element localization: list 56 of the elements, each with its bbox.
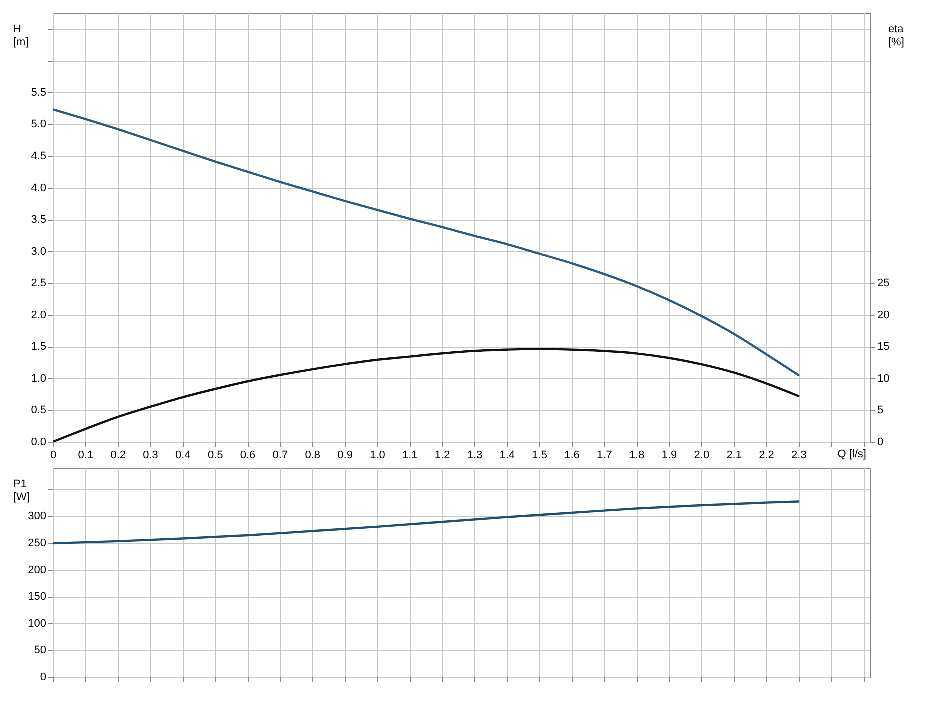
y-tick-label: 150 xyxy=(28,591,46,604)
x-tick-label: 1.0 xyxy=(370,450,386,462)
line-series xyxy=(53,348,800,442)
y-tick-label: 100 xyxy=(28,618,46,630)
x-tick-label: 1.7 xyxy=(597,450,612,462)
x-tick-label: 0.6 xyxy=(240,450,256,462)
y-tick-label: 2.5 xyxy=(31,278,46,290)
x-tick-label: 1.6 xyxy=(564,450,580,462)
y-tick-label: 50 xyxy=(34,644,46,657)
y-tick-label: 1.5 xyxy=(31,341,46,354)
x-tick-label: 2.3 xyxy=(792,450,807,462)
y2-axis-title: eta [%] xyxy=(888,24,905,48)
x-tick-label: 0 xyxy=(50,450,57,462)
x-tick-label: 1.5 xyxy=(532,450,548,462)
x-tick-label: 1.4 xyxy=(500,450,516,462)
y2-tick-label: 5 xyxy=(878,404,884,417)
y-tick-label: 4.0 xyxy=(31,182,46,194)
x-tick-label: 1.2 xyxy=(434,450,450,462)
y2-tick-label: 0 xyxy=(878,436,884,448)
x-tick-label: 0.9 xyxy=(338,450,353,462)
line-series xyxy=(53,500,800,545)
x-tick-label: 0.8 xyxy=(305,450,321,462)
x-axis-title: Q [l/s] xyxy=(838,448,866,460)
y2-tick-label: 10 xyxy=(878,372,890,385)
y-axis-title: H [m] xyxy=(14,24,29,48)
y-tick-label: 0.0 xyxy=(31,436,46,448)
y-tick-label: 0.5 xyxy=(31,404,46,417)
y-axis-title: P1 [W] xyxy=(14,478,30,504)
y2-tick-label: 25 xyxy=(878,278,890,290)
x-tick-label: 1.9 xyxy=(662,450,678,462)
y-tick-label: 5.5 xyxy=(31,86,46,99)
x-tick-label: 0.1 xyxy=(78,450,94,462)
line-series xyxy=(53,108,800,376)
x-tick-label: 1.3 xyxy=(467,450,483,462)
x-tick-label: 0.4 xyxy=(176,450,191,462)
x-tick-label: 2.0 xyxy=(694,450,710,462)
y2-tick-label: 20 xyxy=(878,309,890,322)
x-tick-label: 0.3 xyxy=(143,450,158,462)
x-tick-label: 0.7 xyxy=(272,450,288,462)
x-tick-label: 2.1 xyxy=(726,450,742,462)
x-tick-label: 1.8 xyxy=(629,450,645,462)
y-tick-label: 3.0 xyxy=(31,246,46,258)
x-tick-label: 0.5 xyxy=(208,450,224,462)
x-tick-label: 2.2 xyxy=(759,450,774,462)
y-tick-label: 1.0 xyxy=(31,372,46,385)
x-tick-label: 1.1 xyxy=(402,450,418,462)
y-tick-label: 2.0 xyxy=(31,309,46,322)
y-tick-label: 300 xyxy=(28,510,46,523)
y2-tick-label: 15 xyxy=(878,341,890,354)
y-tick-label: 4.5 xyxy=(31,150,46,162)
y-tick-label: 0 xyxy=(40,672,46,684)
y-tick-label: 200 xyxy=(28,564,46,576)
y-tick-label: 5.0 xyxy=(31,118,46,131)
y-tick-label: 3.5 xyxy=(31,214,46,226)
y-tick-label: 250 xyxy=(28,538,46,550)
x-tick-label: 0.2 xyxy=(110,450,126,462)
